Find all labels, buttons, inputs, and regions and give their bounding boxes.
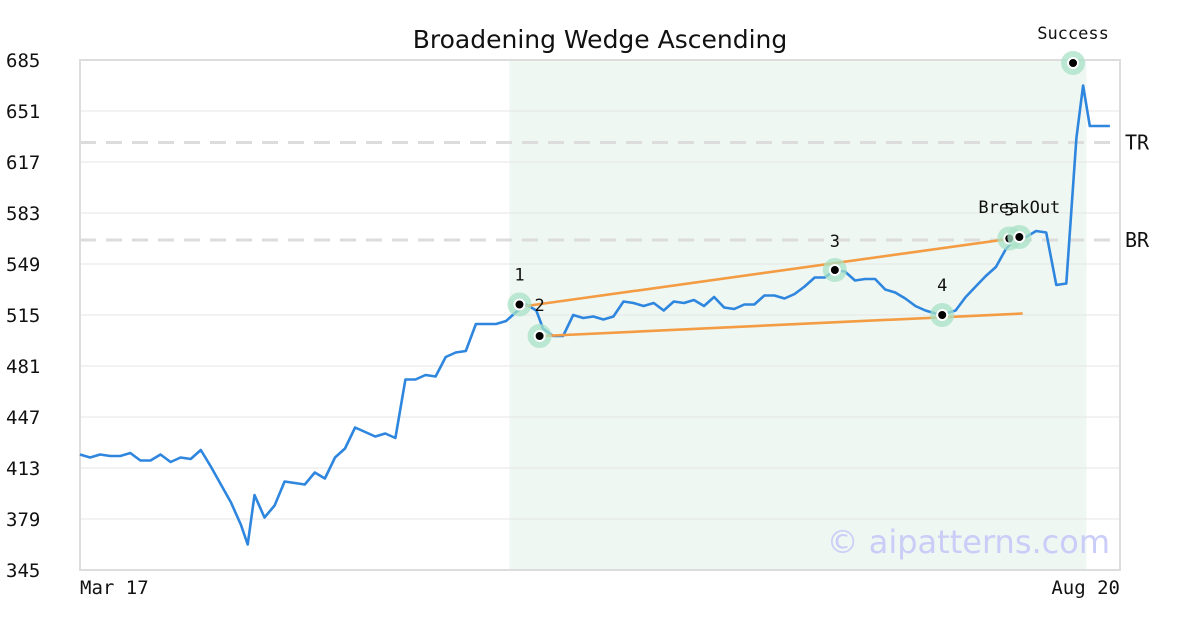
point-label-4: 4 <box>937 276 947 296</box>
point-dot-4 <box>936 309 949 321</box>
point-dot-1 <box>513 298 526 311</box>
y-tick-label: 413 <box>6 458 40 480</box>
point-label-breakout: BreakOut <box>978 198 1060 218</box>
y-axis-ticks: 345 379 413 447 481 515 549 583 617 651 685 <box>6 50 40 582</box>
point-label-success: Success <box>1037 24 1109 44</box>
x-end-label: Aug 20 <box>1051 577 1120 599</box>
level-label-tr: TR <box>1125 131 1150 155</box>
y-tick-label: 447 <box>6 407 40 429</box>
y-tick-label: 515 <box>6 305 40 327</box>
y-tick-label: 617 <box>6 152 40 174</box>
point-dot-breakout <box>1013 231 1026 243</box>
point-dot-success <box>1067 57 1080 69</box>
point-label-3: 3 <box>830 232 840 252</box>
level-lines: TR BR <box>80 131 1150 252</box>
point-dot-2 <box>533 330 546 342</box>
level-label-br: BR <box>1125 228 1150 252</box>
y-tick-label: 379 <box>6 509 40 531</box>
watermark: © aipatterns.com <box>827 523 1110 561</box>
chart-title: Broadening Wedge Ascending <box>413 25 788 54</box>
point-label-5: 5 <box>1004 201 1014 221</box>
plot-frame <box>79 59 1121 571</box>
y-tick-label: 685 <box>6 50 40 72</box>
y-tick-label: 583 <box>6 203 40 225</box>
x-start-label: Mar 17 <box>80 577 149 599</box>
upper-trendline <box>526 235 1023 308</box>
y-tick-label: 549 <box>6 254 40 276</box>
point-label-2: 2 <box>534 296 544 316</box>
y-tick-label: 481 <box>6 356 40 378</box>
y-tick-label: 345 <box>6 560 40 582</box>
point-dot-3 <box>828 264 841 276</box>
point-label-1: 1 <box>514 266 524 286</box>
y-tick-label: 651 <box>6 101 40 123</box>
